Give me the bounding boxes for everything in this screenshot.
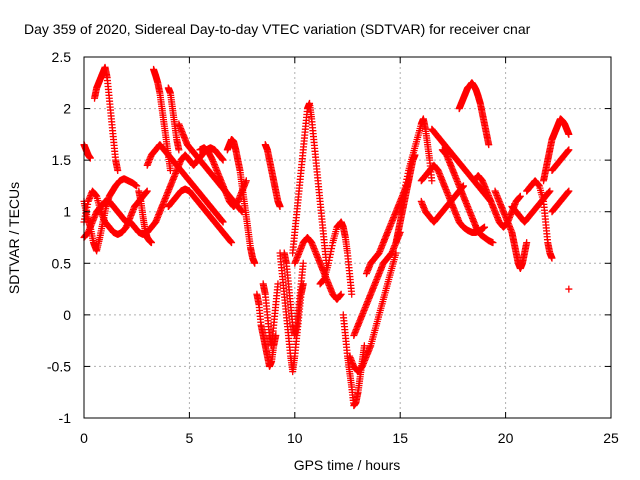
y-tick-label: 2 [63, 101, 71, 117]
data-point [133, 182, 141, 190]
data-point [565, 187, 573, 195]
x-tick-label: 10 [287, 430, 303, 446]
data-point [481, 223, 489, 231]
x-tick-label: 15 [392, 430, 408, 446]
data-point [546, 187, 554, 195]
data-point [242, 177, 250, 185]
x-axis-title: GPS time / hours [294, 457, 401, 473]
y-tick-label: -0.5 [47, 358, 71, 374]
plot-frame [83, 56, 612, 419]
chart-title: Day 359 of 2020, Sidereal Day-to-day VTE… [24, 21, 531, 37]
data-point [238, 208, 246, 216]
data-point [166, 166, 174, 174]
data-point [565, 146, 573, 154]
data-point [228, 239, 236, 247]
data-point [548, 254, 556, 262]
data-point [114, 166, 122, 174]
data-point [175, 146, 183, 154]
data-point [86, 154, 94, 162]
data-point [523, 239, 531, 247]
data-point [251, 259, 259, 267]
data-point [219, 218, 227, 226]
y-tick-label: 1.5 [52, 152, 72, 168]
data-point [219, 156, 227, 164]
y-tick-label: 0.5 [52, 255, 72, 271]
data-point [143, 187, 151, 195]
data-point [147, 239, 155, 247]
data-points [80, 63, 573, 410]
y-axis-title: SDTVAR / TECUs [6, 182, 22, 294]
data-point [565, 130, 573, 138]
x-axis: 0 5 10 15 20 25 [80, 57, 619, 446]
data-point [565, 285, 573, 293]
x-tick-label: 20 [498, 430, 514, 446]
data-point [485, 141, 493, 149]
x-tick-label: 0 [80, 430, 88, 446]
data-point [348, 290, 356, 298]
data-point [276, 203, 284, 211]
x-tick-label: 25 [603, 430, 619, 446]
data-point [337, 290, 345, 298]
y-tick-label: 1 [63, 204, 71, 220]
y-axis: -1 -0.5 0 0.5 1 1.5 2 2.5 [47, 49, 611, 426]
data-point [360, 342, 368, 350]
data-point [299, 259, 307, 267]
y-tick-label: 0 [63, 307, 71, 323]
data-point [274, 280, 282, 288]
y-tick-label: -1 [59, 410, 72, 426]
y-tick-label: 2.5 [52, 49, 72, 65]
data-point [272, 331, 280, 339]
data-point [428, 177, 436, 185]
data-point [516, 192, 524, 200]
data-point [489, 239, 497, 247]
x-tick-label: 5 [186, 430, 194, 446]
